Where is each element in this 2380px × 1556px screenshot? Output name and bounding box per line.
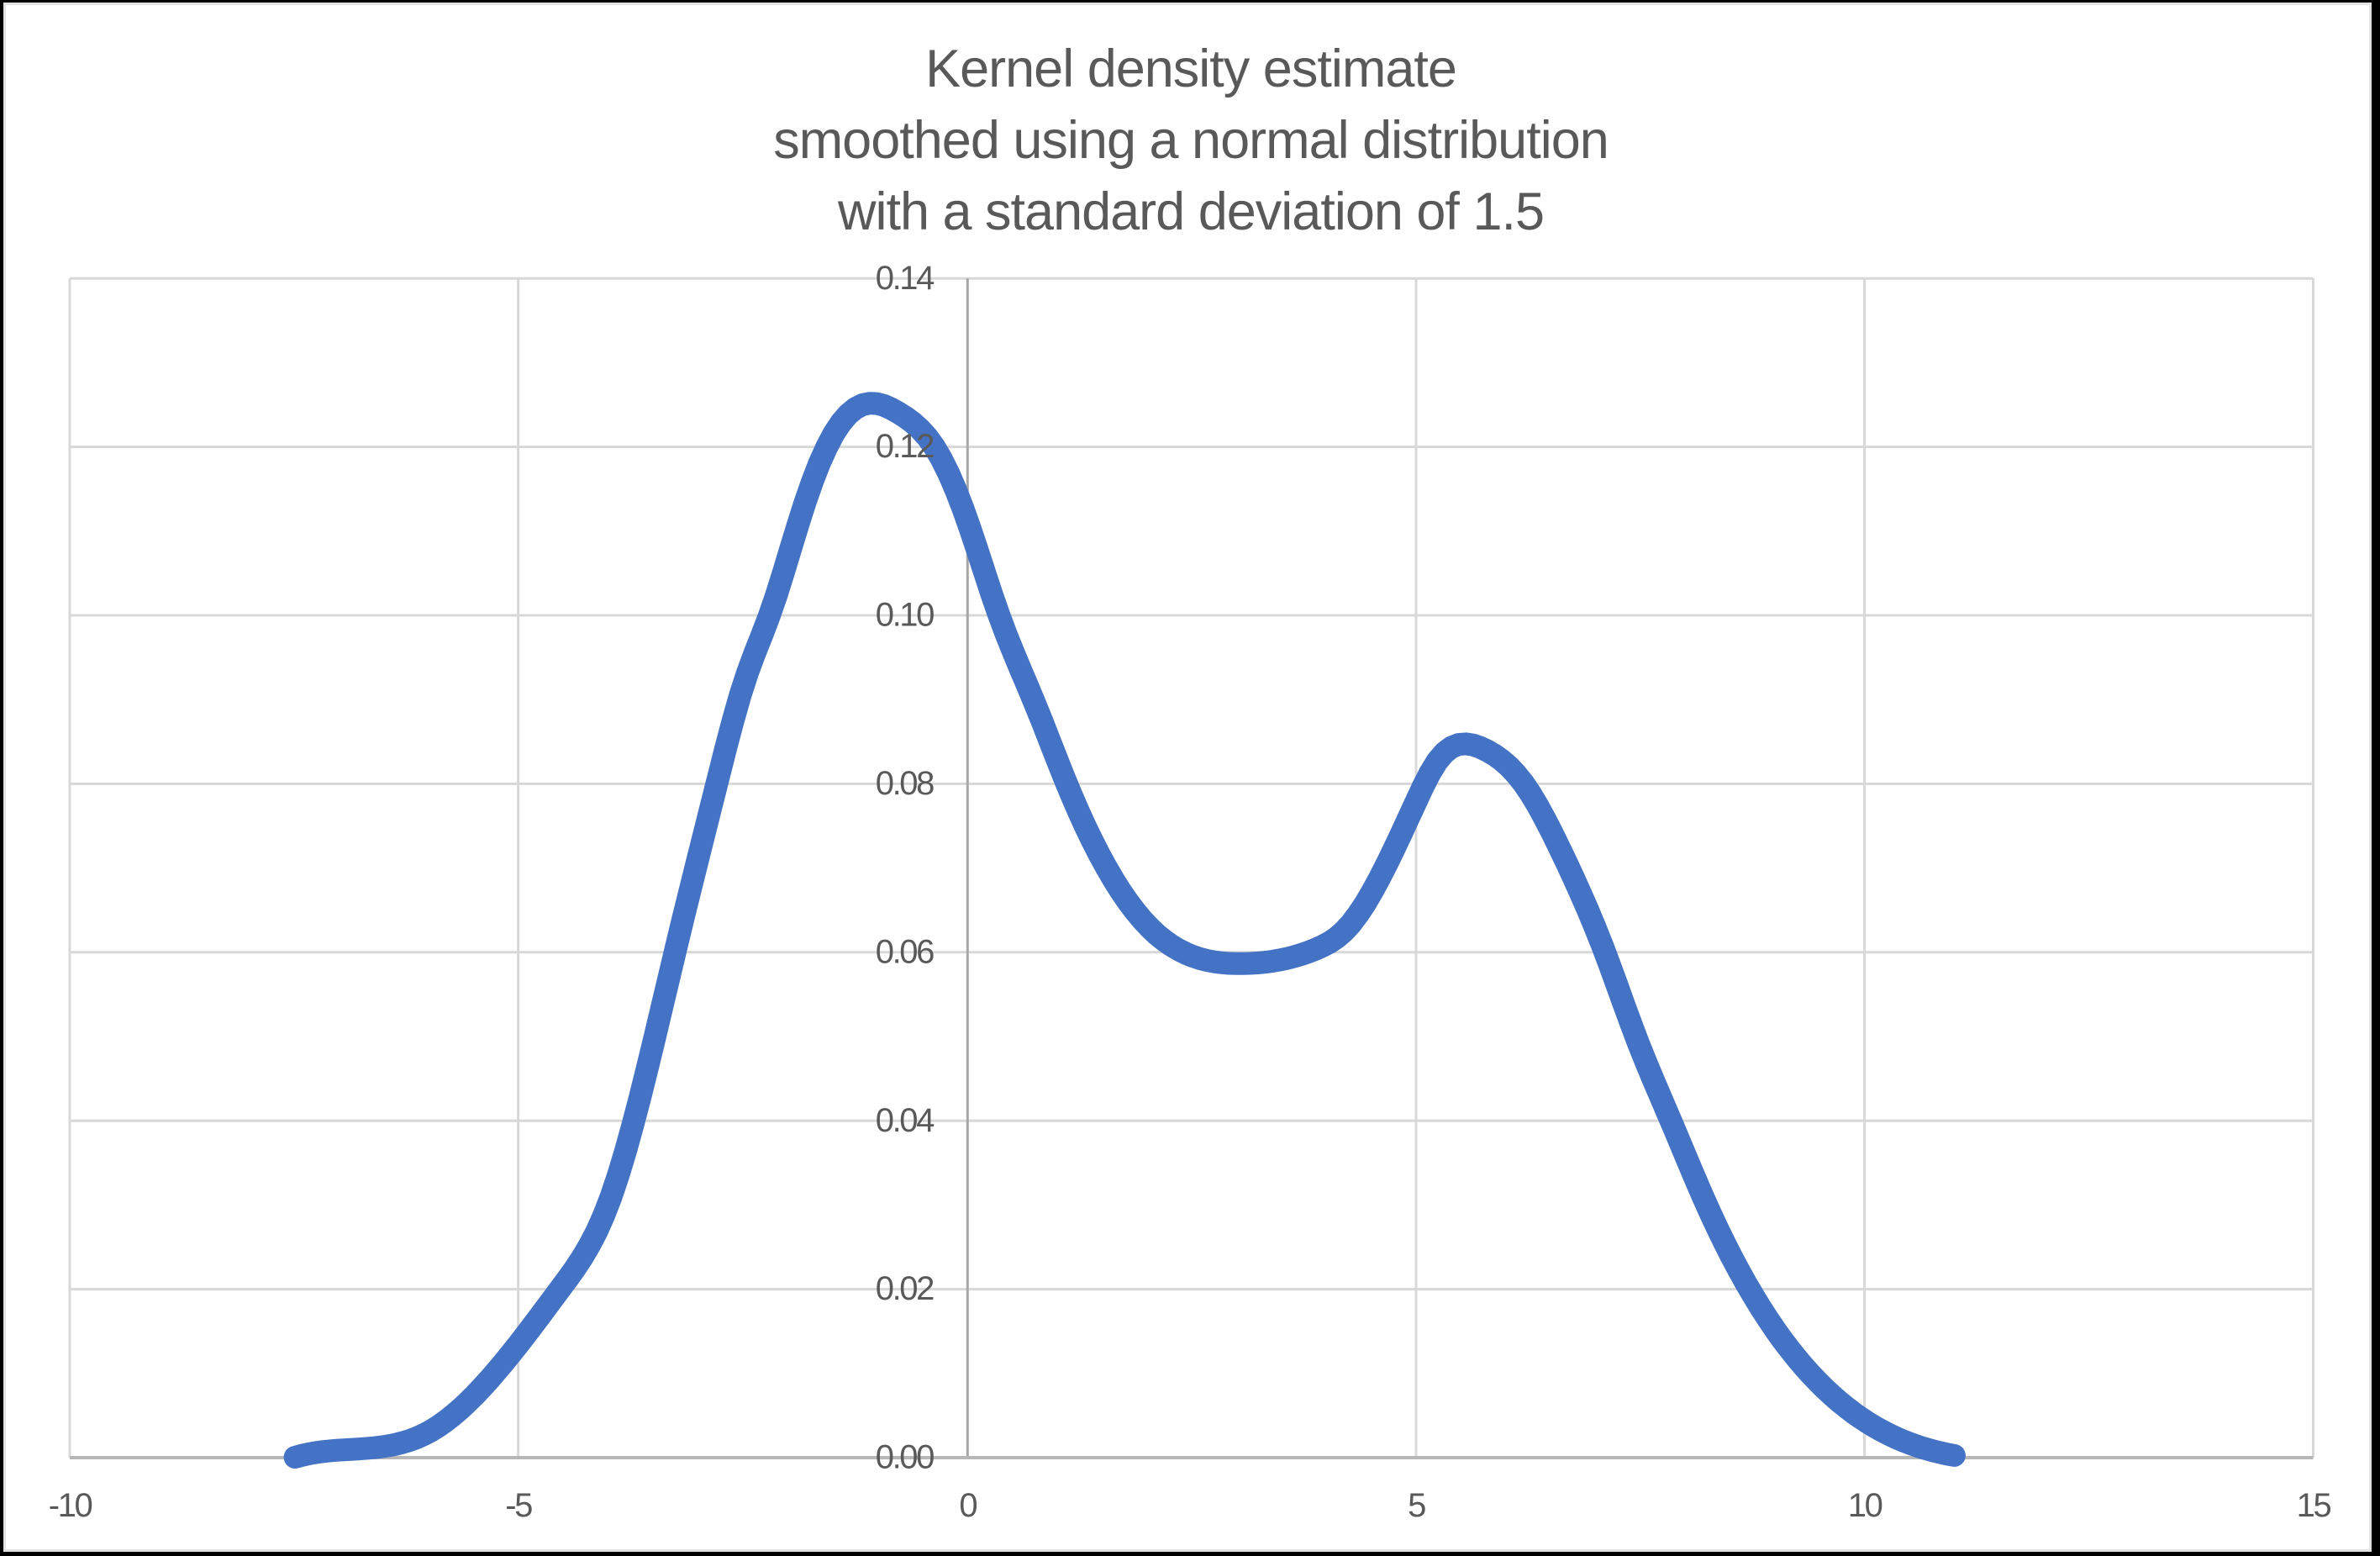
svg-text:0.06: 0.06	[876, 933, 934, 970]
svg-text:0.02: 0.02	[876, 1270, 934, 1307]
svg-text:0.14: 0.14	[876, 260, 935, 297]
svg-text:0.04: 0.04	[876, 1102, 935, 1139]
svg-text:0.08: 0.08	[876, 765, 934, 802]
svg-text:15: 15	[2297, 1487, 2331, 1524]
svg-text:-5: -5	[505, 1487, 532, 1524]
svg-text:10: 10	[1848, 1487, 1882, 1524]
svg-text:with a standard deviation of 1: with a standard deviation of 1.5	[837, 182, 1544, 241]
svg-text:0.00: 0.00	[876, 1439, 934, 1476]
svg-text:0.12: 0.12	[876, 428, 934, 465]
svg-text:Kernel density estimate: Kernel density estimate	[925, 40, 1456, 98]
svg-text:0.10: 0.10	[876, 597, 934, 634]
svg-text:smoothed using a normal distri: smoothed using a normal distribution	[773, 111, 1609, 170]
svg-text:0: 0	[959, 1487, 977, 1524]
svg-text:5: 5	[1408, 1487, 1425, 1524]
svg-text:-10: -10	[49, 1487, 92, 1524]
